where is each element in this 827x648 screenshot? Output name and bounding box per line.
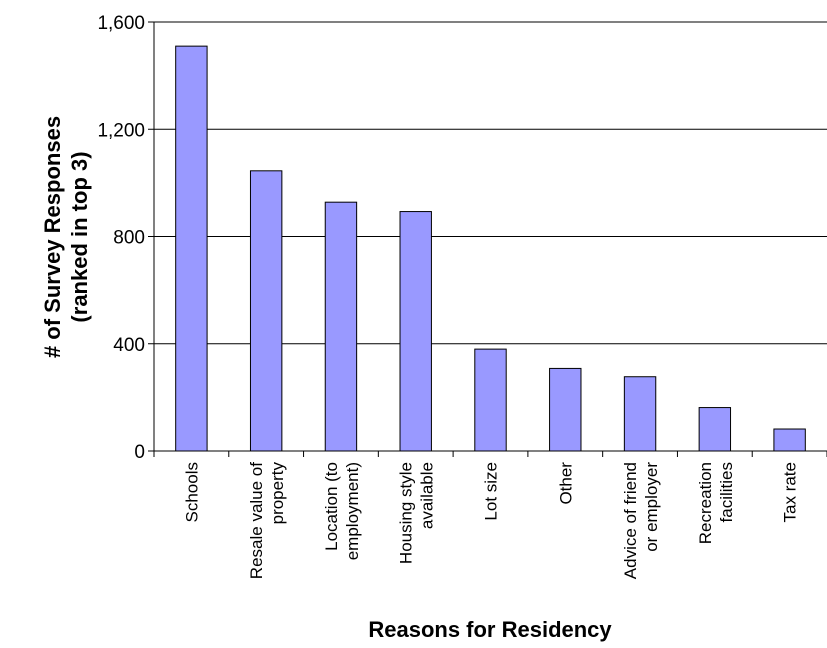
y-tick-label: 0 (134, 442, 145, 463)
y-tick-labels: 0 400 800 1,200 1,600 (97, 13, 145, 463)
bar (175, 45, 208, 452)
x-category-label: Recreation (696, 462, 715, 544)
x-axis-title: Reasons for Residency (368, 617, 612, 642)
y-tick-label: 1,200 (97, 120, 145, 141)
bar (324, 201, 358, 452)
x-category-label: or employer (642, 462, 661, 552)
y-axis-title-line: # of Survey Responses (40, 116, 65, 358)
bar (549, 367, 582, 452)
x-category-label: Schools (182, 462, 201, 522)
bar (399, 211, 432, 452)
x-category-label: Other (556, 462, 575, 505)
x-category-label: Location (to (322, 462, 341, 551)
y-axis-title-line: (ranked in top 3) (67, 151, 92, 322)
bar (623, 376, 657, 452)
axes (153, 22, 827, 457)
y-tick-label: 800 (113, 228, 145, 249)
bar (773, 428, 806, 452)
y-axis-title: # of Survey Responses (ranked in top 3) (40, 116, 92, 358)
x-category-label: Advice of friend (621, 462, 640, 579)
x-category-label: Lot size (482, 462, 501, 521)
x-category-label: facilities (717, 462, 736, 522)
y-tick-label: 1,600 (97, 13, 145, 34)
x-category-labels: Schools Resale value of property Location (… (182, 462, 799, 580)
bar (249, 170, 283, 452)
x-category-label: available (418, 462, 437, 529)
bars (175, 45, 806, 452)
x-category-label: employment) (343, 462, 362, 560)
x-category-label: property (268, 462, 287, 525)
x-category-label: Resale value of (247, 462, 266, 579)
x-category-label: Housing style (397, 462, 416, 564)
y-tick-label: 400 (113, 335, 145, 356)
x-category-label: Tax rate (781, 462, 800, 522)
bar (474, 348, 507, 452)
bar (698, 407, 732, 452)
